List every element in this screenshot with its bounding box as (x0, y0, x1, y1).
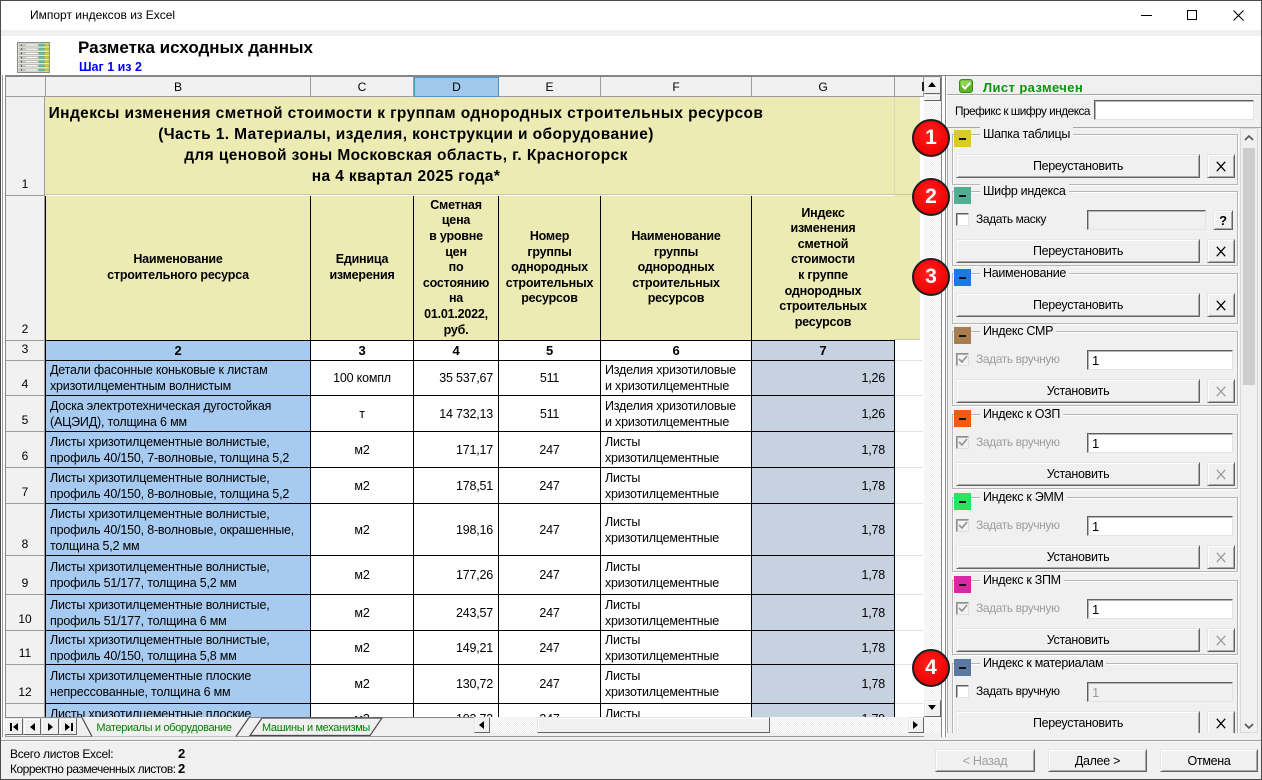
svg-text:Машины и механизмы: Машины и механизмы (262, 722, 370, 734)
svg-text:Материалы и оборудование: Материалы и оборудование (96, 722, 231, 734)
